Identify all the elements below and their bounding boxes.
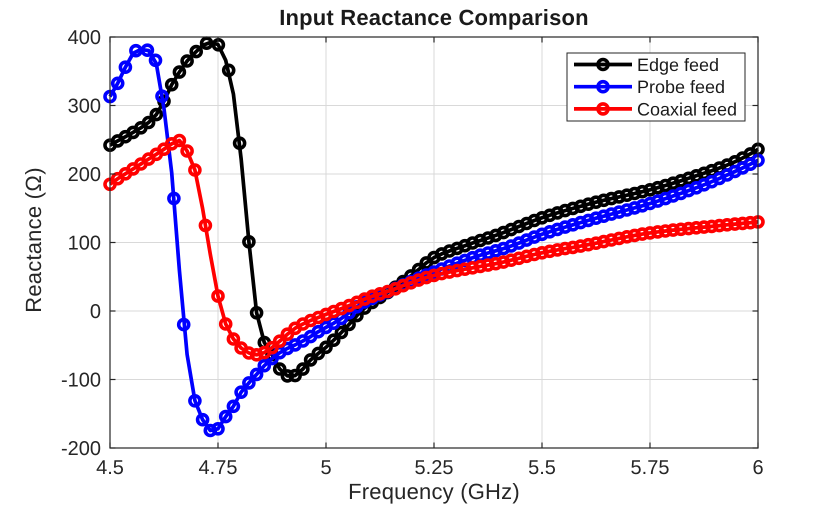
svg-text:Probe feed: Probe feed [637, 77, 725, 97]
svg-text:300: 300 [68, 96, 101, 118]
svg-text:-100: -100 [61, 370, 101, 392]
svg-text:Input Reactance Comparison: Input Reactance Comparison [279, 5, 589, 30]
svg-text:4.75: 4.75 [199, 457, 238, 479]
svg-text:Edge feed: Edge feed [637, 55, 719, 75]
svg-text:5.75: 5.75 [631, 457, 670, 479]
svg-text:-200: -200 [61, 438, 101, 460]
svg-text:Reactance (Ω): Reactance (Ω) [21, 167, 46, 312]
svg-text:Frequency (GHz): Frequency (GHz) [348, 479, 520, 504]
svg-text:4.5: 4.5 [96, 457, 124, 479]
svg-text:5: 5 [320, 457, 331, 479]
svg-text:100: 100 [68, 233, 101, 255]
svg-text:200: 200 [68, 164, 101, 186]
svg-text:0: 0 [90, 301, 101, 323]
svg-text:5.25: 5.25 [415, 457, 454, 479]
svg-text:400: 400 [68, 27, 101, 49]
svg-text:5.5: 5.5 [528, 457, 556, 479]
svg-text:6: 6 [752, 457, 763, 479]
svg-text:Coaxial feed: Coaxial feed [637, 99, 737, 119]
